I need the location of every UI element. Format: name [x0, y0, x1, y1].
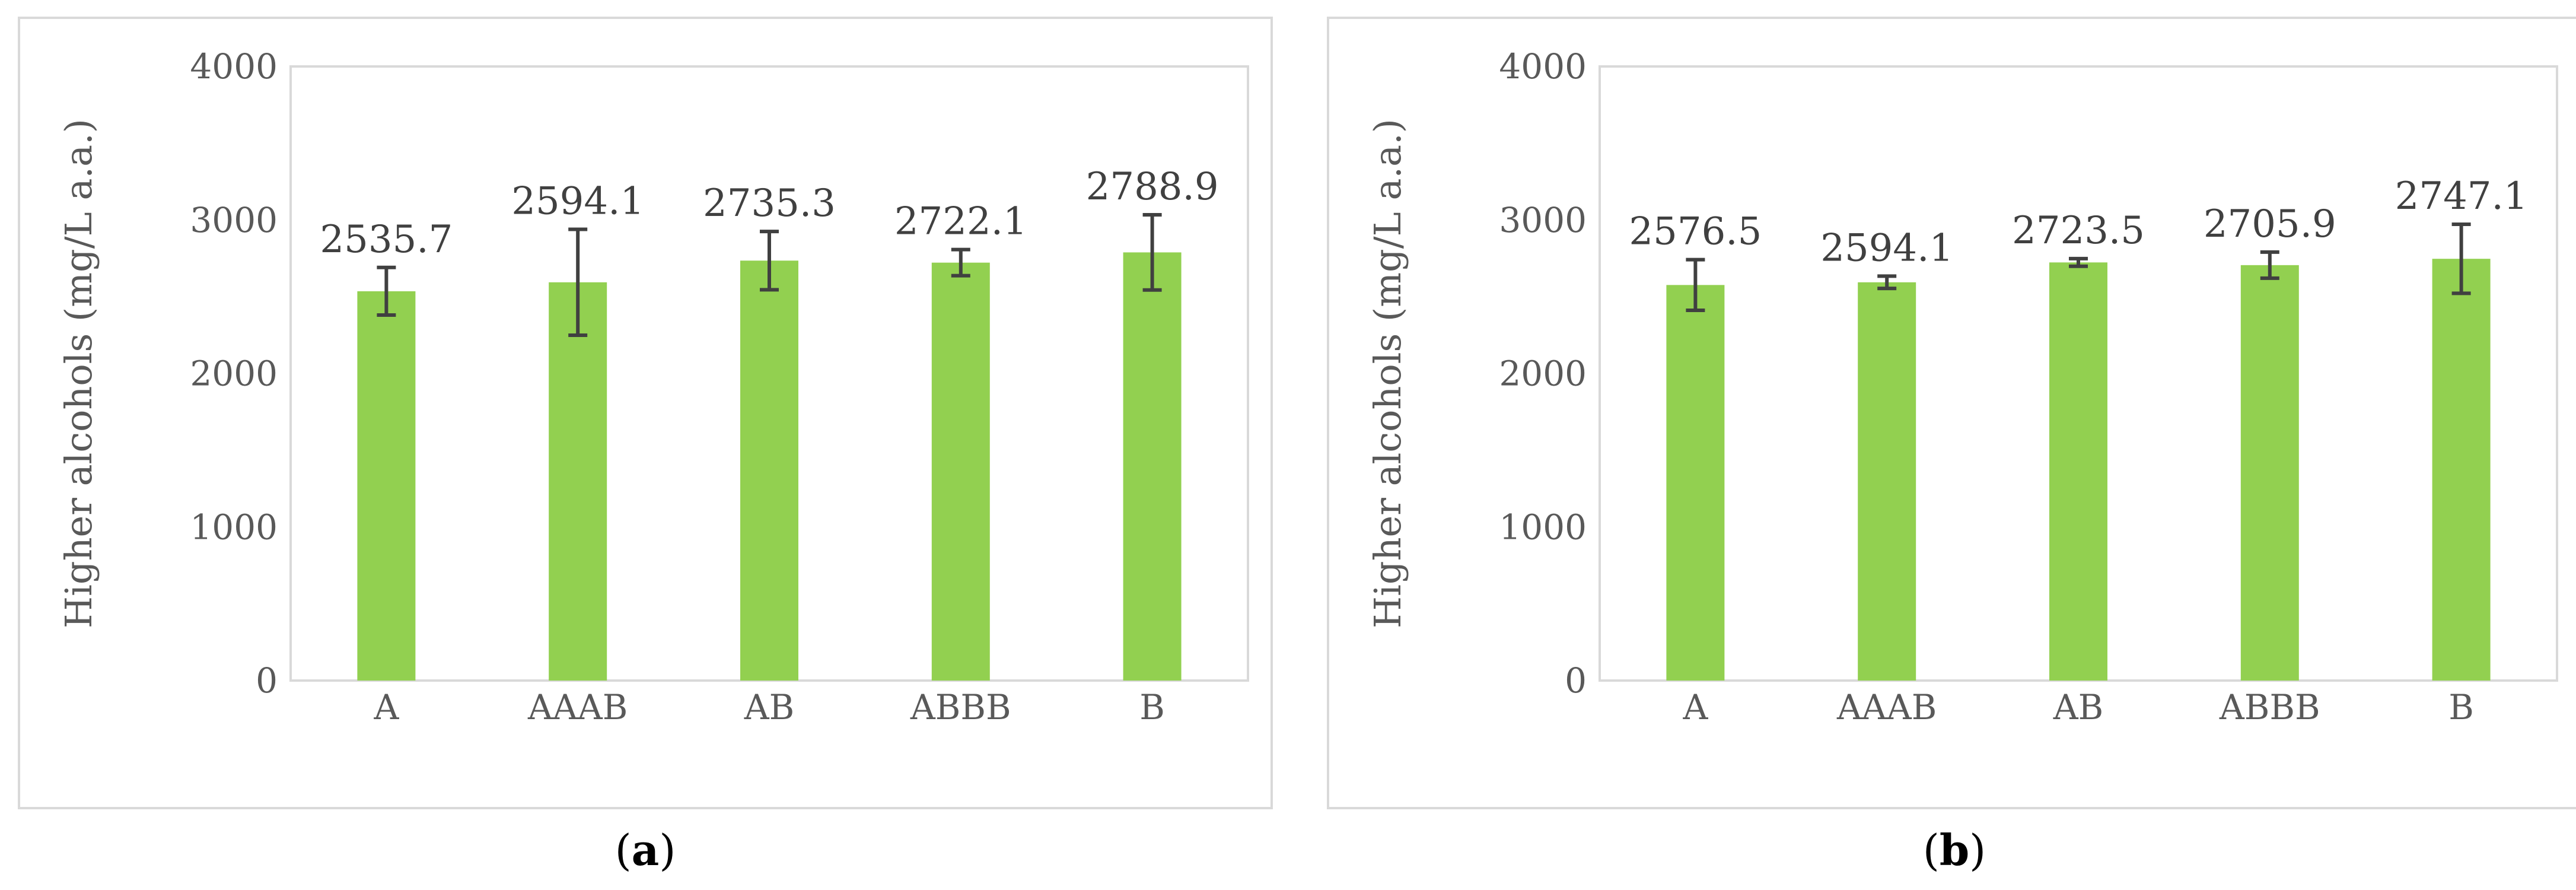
x-tick-label-ab: AB	[2053, 687, 2104, 727]
x-tick-label-ab: AB	[744, 687, 795, 727]
y-tick-label: 3000	[190, 200, 278, 240]
bar-abbb	[2240, 265, 2299, 681]
x-tick-label-aaab: AAAB	[1836, 687, 1937, 727]
data-label-abbb: 2705.9	[2204, 202, 2336, 246]
bar-chart-b: Higher alcohols (mg/L a.a.) 0 1000 2000 3000…	[1366, 46, 2558, 727]
panel-caption-b: (b)	[1922, 825, 1986, 875]
x-tick-label-abbb: ABBB	[910, 687, 1011, 727]
y-tick-label: 1000	[1499, 507, 1587, 547]
y-tick-label: 0	[1565, 660, 1587, 701]
caption-letter-a: a	[631, 825, 660, 875]
chart-panel-b: Higher alcohols (mg/L a.a.) 0 1000 2000 3000…	[1327, 17, 2576, 809]
y-tick-label: 2000	[1499, 354, 1587, 394]
data-label-a: 2535.7	[320, 218, 453, 262]
error-bar-aaab	[1877, 274, 1897, 291]
error-bar-b	[2451, 222, 2471, 295]
bar-ab	[740, 260, 798, 681]
y-axis-label: Higher alcohols (mg/L a.a.)	[57, 119, 100, 628]
y-tick-label: 1000	[190, 507, 278, 547]
panel-caption-a: (a)	[614, 825, 676, 875]
chart-panel-a: Higher alcohols (mg/L a.a.) 0 1000 2000 3000…	[18, 17, 1273, 809]
data-label-aaab: 2594.1	[511, 180, 644, 224]
bar-ab	[2049, 262, 2107, 681]
error-bar-ab	[760, 230, 779, 292]
bar-a	[1666, 285, 1725, 681]
error-bar-a	[377, 265, 396, 317]
bar-b	[1123, 252, 1182, 681]
error-bar-abbb	[951, 247, 970, 278]
x-tick-label-b: B	[1139, 687, 1165, 727]
y-tick-label: 3000	[1499, 200, 1587, 240]
bar-abbb	[931, 262, 990, 681]
error-bar-a	[1686, 258, 1705, 313]
y-tick-label: 4000	[1499, 46, 1587, 87]
error-bar-b	[1142, 212, 1162, 292]
data-label-b: 2747.1	[2395, 174, 2528, 218]
data-label-aaab: 2594.1	[1820, 226, 1953, 270]
y-axis-label: Higher alcohols (mg/L a.a.)	[1366, 119, 1409, 628]
data-label-abbb: 2722.1	[894, 200, 1027, 244]
caption-letter-b: b	[1939, 825, 1970, 875]
error-bar-abbb	[2260, 250, 2279, 280]
data-label-a: 2576.5	[1629, 210, 1762, 254]
bar-aaab	[1858, 282, 1916, 681]
data-label-b: 2788.9	[1086, 165, 1219, 209]
x-tick-label-b: B	[2448, 687, 2474, 727]
x-tick-label-aaab: AAAB	[527, 687, 628, 727]
error-bar-aaab	[568, 227, 588, 338]
bar-aaab	[549, 282, 607, 681]
x-tick-label-abbb: ABBB	[2219, 687, 2320, 727]
y-tick-label: 0	[256, 660, 278, 701]
x-tick-label-a: A	[373, 687, 399, 727]
data-label-ab: 2723.5	[2012, 209, 2145, 253]
error-bar-ab	[2069, 256, 2088, 268]
y-tick-label: 4000	[190, 46, 278, 87]
bar-b	[2432, 259, 2491, 681]
bar-a	[357, 291, 416, 681]
x-tick-label-a: A	[1682, 687, 1708, 727]
y-tick-label: 2000	[190, 354, 278, 394]
bar-chart-a: Higher alcohols (mg/L a.a.) 0 1000 2000 3000…	[57, 46, 1249, 727]
data-label-ab: 2735.3	[703, 182, 836, 225]
